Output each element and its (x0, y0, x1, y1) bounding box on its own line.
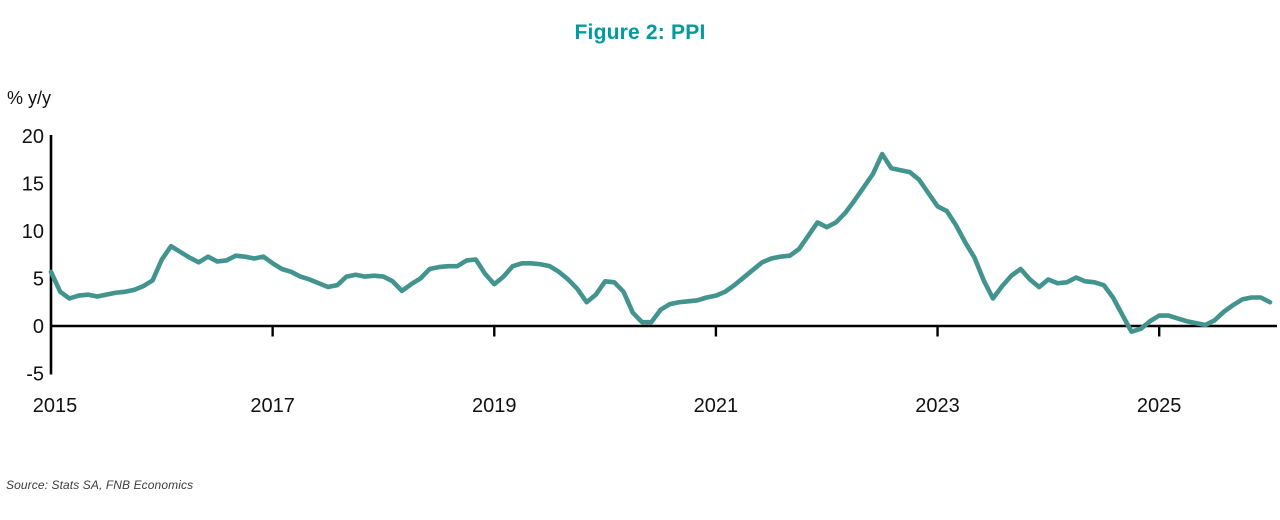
y-tick-label: 0 (33, 316, 44, 338)
y-axis-unit-label: % y/y (7, 88, 52, 108)
x-tick-label: 2019 (472, 395, 517, 417)
y-tick-label: -5 (26, 364, 44, 386)
y-tick-label: 20 (22, 126, 44, 148)
x-tick-label: 2025 (1137, 395, 1182, 417)
x-tick-label: 2017 (250, 395, 295, 417)
x-tick-label: 2021 (694, 395, 739, 417)
y-tick-label: 5 (33, 269, 44, 291)
y-tick-label: 15 (22, 174, 44, 196)
ppi-series-line (48, 151, 1273, 334)
x-tick-label: 2015 (33, 395, 78, 417)
source-note: Source: Stats SA, FNB Economics (6, 478, 194, 492)
y-tick-label: 10 (22, 221, 44, 243)
x-tick-label: 2023 (915, 395, 960, 417)
chart-title: Figure 2: PPI (574, 21, 706, 44)
